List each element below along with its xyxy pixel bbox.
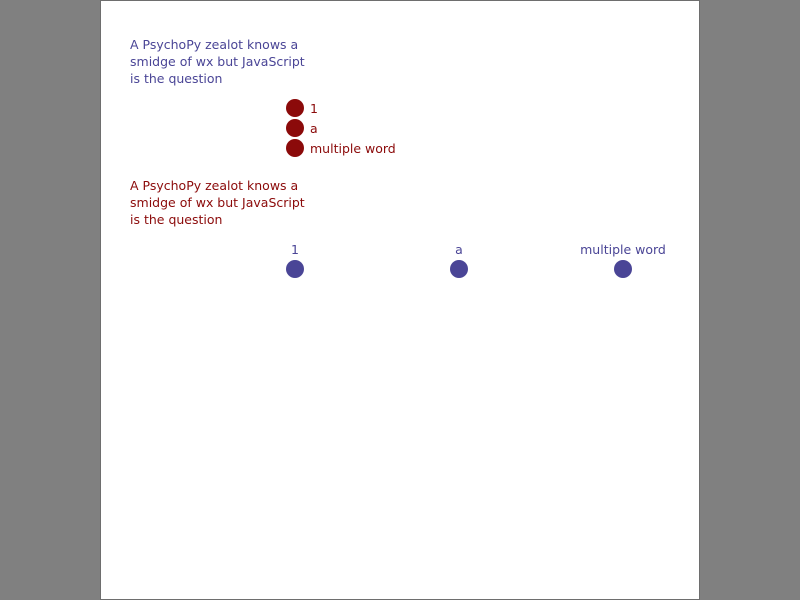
radio-button[interactable]	[614, 260, 632, 278]
radio-button[interactable]	[450, 260, 468, 278]
option-label: multiple word	[310, 140, 396, 156]
question-2-text: A PsychoPy zealot knows a smidge of wx b…	[130, 178, 305, 227]
question-1-radio-group: 1 a multiple word	[286, 98, 396, 158]
option-label: a	[455, 242, 463, 257]
radio-button[interactable]	[286, 99, 304, 117]
radio-button[interactable]	[286, 139, 304, 157]
question-2-option-2[interactable]: a	[409, 241, 509, 282]
radio-button[interactable]	[286, 260, 304, 278]
question-1-option-2[interactable]: a	[286, 118, 396, 138]
survey-page: A PsychoPy zealot knows a smidge of wx b…	[100, 0, 700, 600]
option-label: 1	[310, 100, 318, 116]
option-label: multiple word	[580, 242, 666, 257]
option-label: 1	[291, 242, 299, 257]
question-1-text: A PsychoPy zealot knows a smidge of wx b…	[130, 37, 305, 86]
question-1-option-1[interactable]: 1	[286, 98, 396, 118]
option-label: a	[310, 120, 318, 136]
question-2-radio-group: 1 a multiple word	[101, 241, 699, 281]
question-2-option-3[interactable]: multiple word	[568, 241, 678, 282]
question-1-option-3[interactable]: multiple word	[286, 138, 396, 158]
question-2-option-1[interactable]: 1	[245, 241, 345, 282]
radio-button[interactable]	[286, 119, 304, 137]
